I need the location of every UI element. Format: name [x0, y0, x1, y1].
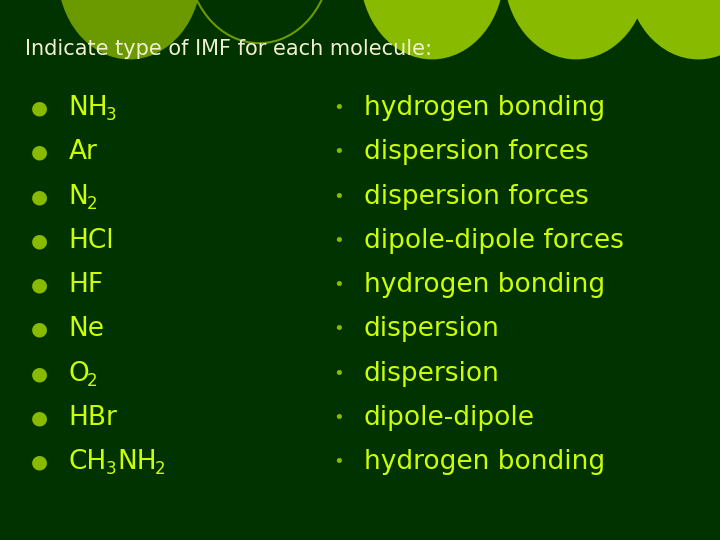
Text: ●: ● [31, 231, 48, 251]
Text: O: O [68, 361, 89, 387]
Text: 2: 2 [87, 194, 98, 213]
Text: ●: ● [31, 187, 48, 206]
Text: 2: 2 [87, 372, 98, 390]
Text: •: • [333, 143, 343, 161]
Text: •: • [333, 232, 343, 250]
Text: •: • [333, 99, 343, 117]
Text: NH: NH [68, 95, 108, 121]
Text: dipole-dipole forces: dipole-dipole forces [364, 228, 624, 254]
Text: dispersion forces: dispersion forces [364, 139, 588, 165]
Text: ●: ● [31, 98, 48, 118]
Ellipse shape [504, 0, 648, 59]
Text: 2: 2 [155, 460, 166, 478]
Text: Ne: Ne [68, 316, 104, 342]
Text: hydrogen bonding: hydrogen bonding [364, 95, 605, 121]
Ellipse shape [58, 0, 202, 59]
Text: ●: ● [31, 364, 48, 383]
Text: ●: ● [31, 275, 48, 295]
Text: dispersion: dispersion [364, 316, 500, 342]
Text: dipole-dipole: dipole-dipole [364, 405, 534, 431]
Text: ●: ● [31, 320, 48, 339]
Text: 3: 3 [106, 460, 117, 478]
Text: ●: ● [31, 143, 48, 162]
Text: CH: CH [68, 449, 107, 475]
Ellipse shape [626, 0, 720, 59]
Text: Indicate type of IMF for each molecule:: Indicate type of IMF for each molecule: [25, 38, 432, 59]
Text: •: • [333, 409, 343, 427]
Text: dispersion forces: dispersion forces [364, 184, 588, 210]
Text: dispersion: dispersion [364, 361, 500, 387]
Text: •: • [333, 276, 343, 294]
Text: HF: HF [68, 272, 104, 298]
Text: HBr: HBr [68, 405, 117, 431]
Text: ●: ● [31, 408, 48, 428]
Text: 3: 3 [106, 106, 117, 124]
Text: Ar: Ar [68, 139, 97, 165]
Text: •: • [333, 187, 343, 206]
Text: N: N [68, 184, 88, 210]
Ellipse shape [360, 0, 504, 59]
Text: •: • [333, 320, 343, 339]
Text: hydrogen bonding: hydrogen bonding [364, 272, 605, 298]
Text: HCl: HCl [68, 228, 114, 254]
Text: NH: NH [117, 449, 157, 475]
Text: •: • [333, 453, 343, 471]
Text: •: • [333, 364, 343, 383]
Text: ●: ● [31, 453, 48, 472]
Text: hydrogen bonding: hydrogen bonding [364, 449, 605, 475]
